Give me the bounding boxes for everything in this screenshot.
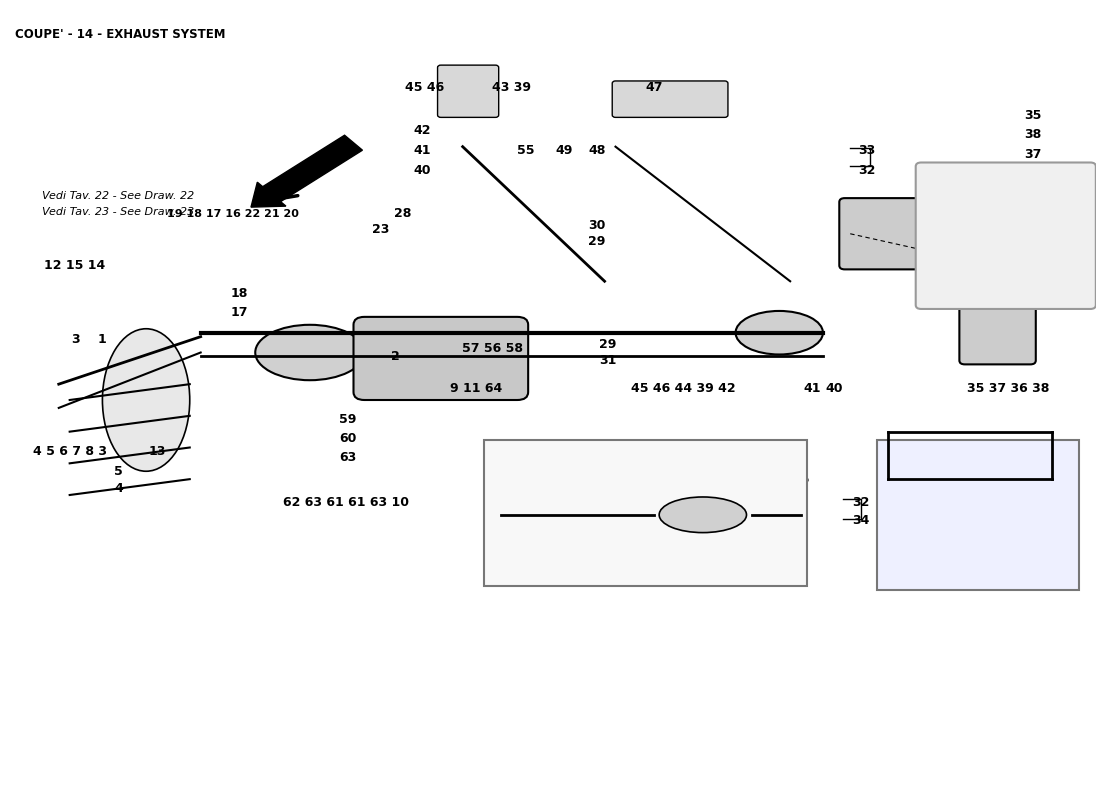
Text: 23: 23: [372, 223, 389, 236]
FancyBboxPatch shape: [15, 59, 1085, 756]
Text: 19 18 17 16 22 21 20: 19 18 17 16 22 21 20: [167, 209, 299, 219]
Text: 4 5 6 7 8 3: 4 5 6 7 8 3: [33, 445, 107, 458]
Text: 48: 48: [588, 144, 606, 157]
Text: 60: 60: [340, 431, 356, 445]
FancyArrow shape: [251, 135, 362, 207]
Text: 32: 32: [858, 164, 876, 177]
Text: 3: 3: [70, 333, 79, 346]
FancyBboxPatch shape: [878, 439, 1079, 590]
Text: 41: 41: [803, 382, 821, 394]
Text: 31: 31: [600, 354, 616, 367]
Text: 41: 41: [414, 144, 431, 157]
Text: 18: 18: [230, 286, 248, 300]
Text: 51: 51: [915, 441, 933, 454]
Text: COUPE' - 14 - EXHAUST SYSTEM: COUPE' - 14 - EXHAUST SYSTEM: [15, 28, 225, 41]
Text: 29: 29: [588, 235, 606, 248]
Text: 2: 2: [390, 350, 399, 363]
Text: 1: 1: [98, 333, 107, 346]
Text: 25: 25: [792, 473, 810, 486]
Text: 9 11 64: 9 11 64: [450, 382, 502, 394]
Text: 63: 63: [340, 450, 356, 463]
Text: Vedi Tav. 22 - See Draw. 22: Vedi Tav. 22 - See Draw. 22: [43, 190, 195, 201]
Text: 57 56 58: 57 56 58: [462, 342, 522, 355]
Text: 47: 47: [645, 81, 662, 94]
Text: 33: 33: [858, 144, 876, 157]
Text: 32: 32: [852, 497, 870, 510]
Text: 13: 13: [148, 445, 166, 458]
Text: 54: 54: [915, 493, 933, 506]
Text: AUS - J: AUS - J: [966, 555, 1019, 570]
Ellipse shape: [659, 497, 747, 533]
Text: 36: 36: [1024, 168, 1041, 181]
FancyBboxPatch shape: [438, 65, 498, 118]
Text: 43 39: 43 39: [493, 81, 531, 94]
Text: AUS - J: AUS - J: [966, 571, 1019, 585]
Text: 40: 40: [825, 382, 843, 394]
Text: 35: 35: [1024, 109, 1042, 122]
Text: 50: 50: [915, 458, 933, 471]
Text: Per i ripari
calore scarichi
VEDI TAV. 109

SEE DRAW.109
for exhaust
heat shield: Per i ripari calore scarichi VEDI TAV. 1…: [962, 178, 1049, 294]
FancyBboxPatch shape: [484, 439, 806, 586]
Text: 12 15 14: 12 15 14: [44, 259, 106, 272]
Ellipse shape: [736, 311, 823, 354]
Text: 45 46 44 39 42: 45 46 44 39 42: [631, 382, 736, 394]
Text: 29: 29: [600, 338, 616, 351]
Text: 37: 37: [1024, 148, 1042, 161]
Text: 5: 5: [114, 465, 123, 478]
Text: 49: 49: [556, 144, 573, 157]
Text: 30: 30: [588, 219, 606, 232]
Text: Vale fino ... vedi descrizione
Valid till ... see description: Vale fino ... vedi descrizione Valid til…: [568, 549, 724, 570]
Ellipse shape: [102, 329, 189, 471]
FancyBboxPatch shape: [959, 286, 1036, 364]
FancyBboxPatch shape: [613, 81, 728, 118]
FancyBboxPatch shape: [839, 198, 926, 270]
Text: Vedi Tav. 23 - See Draw. 23: Vedi Tav. 23 - See Draw. 23: [43, 206, 195, 217]
Text: 55: 55: [517, 144, 535, 157]
Text: 4: 4: [114, 482, 123, 495]
Text: 52: 52: [915, 528, 933, 541]
Text: 24 26 27: 24 26 27: [628, 441, 690, 454]
Text: 42: 42: [414, 124, 431, 138]
Text: 34: 34: [852, 514, 870, 527]
Ellipse shape: [255, 325, 364, 380]
Text: 17: 17: [230, 306, 248, 319]
FancyBboxPatch shape: [915, 162, 1096, 309]
FancyBboxPatch shape: [353, 317, 528, 400]
Text: 38: 38: [1024, 128, 1041, 142]
Text: 53: 53: [916, 510, 933, 523]
Text: 28: 28: [394, 207, 411, 221]
Text: 35 37 36 38: 35 37 36 38: [967, 382, 1049, 394]
Text: 45 46: 45 46: [405, 81, 444, 94]
Text: 62 63 61 61 63 10: 62 63 61 61 63 10: [283, 497, 409, 510]
Text: 59: 59: [340, 414, 356, 426]
Text: 40: 40: [414, 164, 431, 177]
